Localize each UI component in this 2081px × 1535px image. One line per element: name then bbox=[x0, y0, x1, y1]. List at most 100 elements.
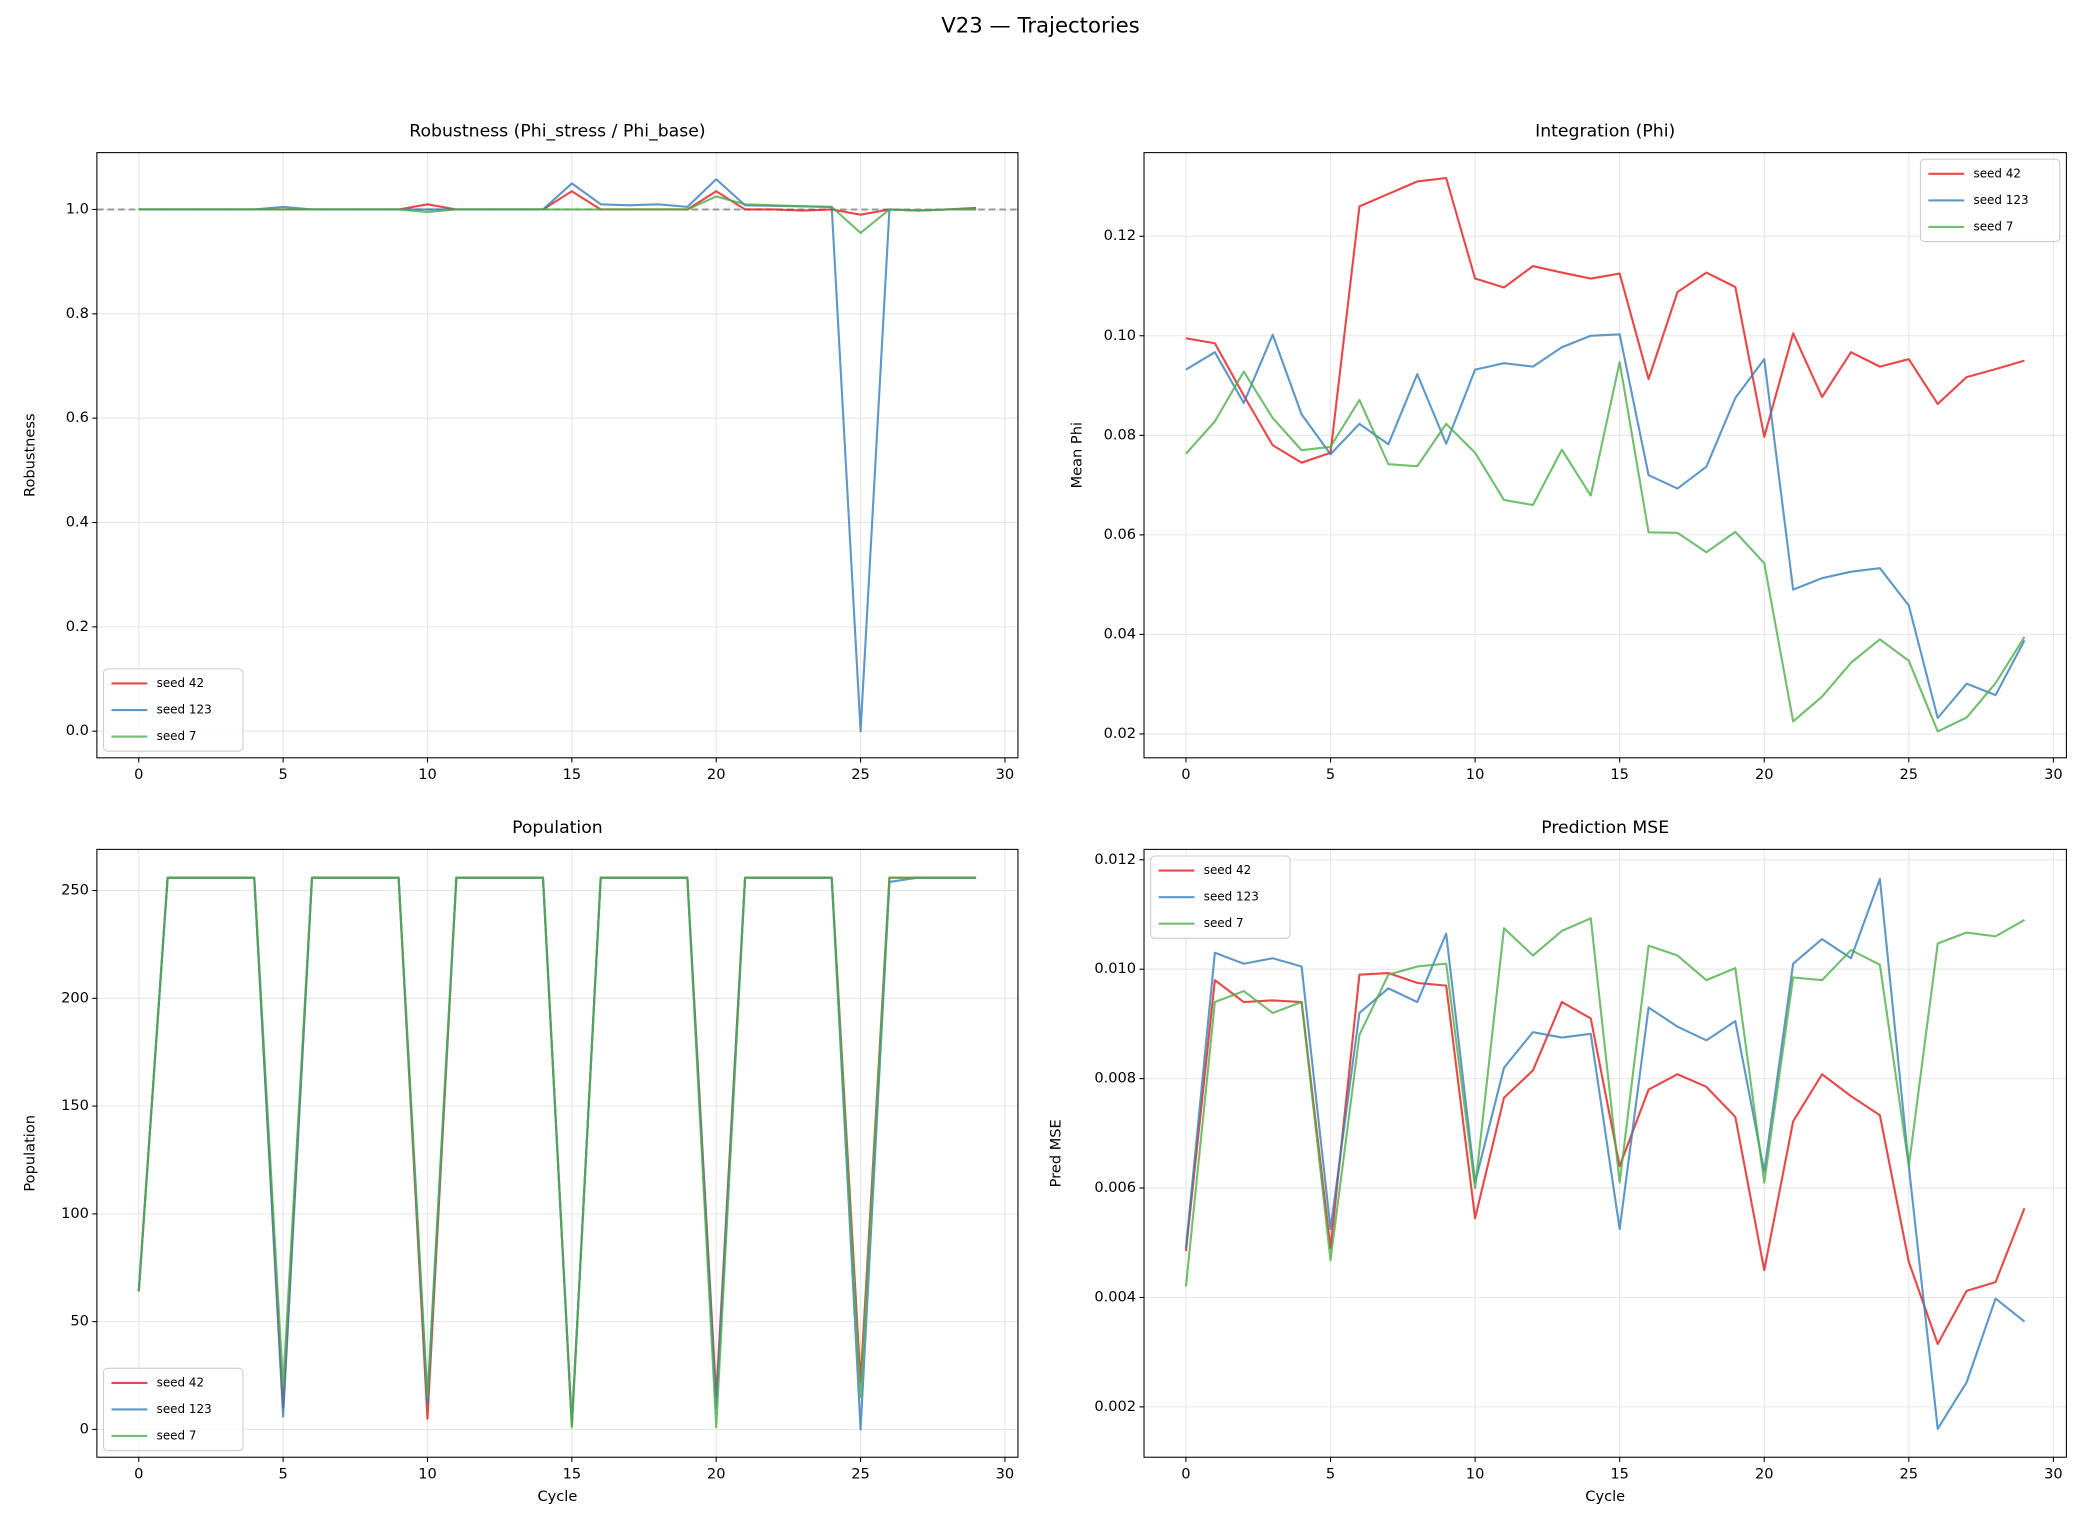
legend-label: seed 7 bbox=[157, 1428, 197, 1442]
y-tick-label: 0.010 bbox=[1094, 960, 1136, 977]
subplot-title: Population bbox=[512, 818, 603, 838]
x-tick-label: 0 bbox=[134, 1465, 143, 1482]
y-axis-label: Robustness bbox=[22, 413, 39, 497]
x-tick-label: 30 bbox=[996, 1465, 1015, 1482]
legend-label: seed 42 bbox=[1204, 863, 1251, 877]
y-tick-label: 0.6 bbox=[66, 409, 89, 426]
legend: seed 42 seed 123 seed 7 bbox=[1919, 158, 2061, 243]
x-tick-label: 15 bbox=[1610, 1465, 1629, 1482]
y-tick-label: 150 bbox=[61, 1097, 89, 1114]
legend-label: seed 7 bbox=[157, 729, 197, 743]
legend-box bbox=[102, 668, 244, 752]
legend-label: seed 123 bbox=[157, 703, 212, 717]
y-tick-label: 0.2 bbox=[66, 618, 89, 635]
series-line bbox=[138, 195, 977, 235]
legend-label: seed 123 bbox=[157, 1402, 212, 1416]
x-tick-label: 30 bbox=[996, 766, 1015, 783]
series-line bbox=[1185, 176, 2025, 464]
y-tick-label: 0.08 bbox=[1104, 426, 1136, 443]
series-line bbox=[137, 876, 977, 1429]
x-tick-label: 10 bbox=[1466, 1465, 1485, 1482]
legend-box bbox=[1150, 855, 1291, 939]
y-tick-label: 250 bbox=[61, 882, 89, 899]
legend-label: seed 42 bbox=[1973, 166, 2020, 180]
legend: seed 42 seed 123 seed 7 bbox=[1150, 855, 1291, 939]
x-tick-label: 10 bbox=[1466, 766, 1485, 783]
x-tick-label: 10 bbox=[418, 1465, 437, 1482]
x-tick-label: 20 bbox=[1755, 766, 1774, 783]
y-tick-label: 0.4 bbox=[66, 514, 89, 531]
x-tick-label: 5 bbox=[278, 1465, 287, 1482]
subplot-title: Integration (Phi) bbox=[1535, 121, 1675, 141]
x-tick-label: 20 bbox=[707, 766, 726, 783]
legend-label: seed 123 bbox=[1204, 890, 1259, 904]
y-tick-label: 0.012 bbox=[1094, 851, 1136, 868]
legend-box bbox=[1919, 158, 2061, 243]
y-tick-label: 0 bbox=[80, 1420, 89, 1437]
plot-frame bbox=[96, 152, 1019, 759]
legend-label: seed 123 bbox=[1973, 193, 2028, 207]
figure-title: V23 — Trajectories bbox=[941, 14, 1139, 39]
y-tick-label: 100 bbox=[61, 1205, 89, 1222]
y-tick-label: 0.0 bbox=[66, 722, 89, 739]
series-line bbox=[1184, 917, 2025, 1287]
subplot: 0 5 10 15 20 25 30 0 50 100 150 200 250 Population Pop… bbox=[22, 818, 1019, 1505]
series-line bbox=[138, 178, 977, 733]
x-tick-label: 5 bbox=[278, 766, 287, 783]
legend-label: seed 42 bbox=[157, 1375, 204, 1389]
series-line bbox=[1185, 361, 2026, 733]
x-axis-label: Cycle bbox=[537, 1488, 577, 1505]
x-axis-label: Cycle bbox=[1585, 1488, 1625, 1505]
x-tick-label: 30 bbox=[2044, 766, 2063, 783]
y-tick-label: 0.06 bbox=[1104, 526, 1136, 543]
x-tick-label: 0 bbox=[1181, 766, 1190, 783]
x-tick-label: 0 bbox=[134, 766, 143, 783]
x-tick-label: 10 bbox=[418, 766, 437, 783]
x-tick-label: 15 bbox=[1610, 766, 1629, 783]
y-tick-label: 0.02 bbox=[1104, 725, 1136, 742]
series-line bbox=[1184, 877, 2026, 1430]
y-axis-label: Population bbox=[22, 1115, 39, 1192]
x-tick-label: 30 bbox=[2044, 1465, 2063, 1482]
y-tick-label: 1.0 bbox=[66, 200, 89, 217]
y-tick-label: 0.004 bbox=[1094, 1288, 1136, 1305]
y-tick-label: 0.008 bbox=[1094, 1070, 1136, 1087]
x-tick-label: 15 bbox=[563, 766, 582, 783]
x-tick-label: 25 bbox=[851, 1465, 870, 1482]
x-tick-label: 5 bbox=[1326, 766, 1335, 783]
legend-label: seed 42 bbox=[157, 676, 204, 690]
y-tick-label: 0.002 bbox=[1094, 1398, 1136, 1415]
legend-label: seed 7 bbox=[1204, 916, 1244, 930]
x-tick-label: 25 bbox=[851, 766, 870, 783]
plot-frame bbox=[96, 848, 1019, 1458]
y-tick-label: 200 bbox=[61, 989, 89, 1006]
x-tick-label: 15 bbox=[563, 1465, 582, 1482]
y-axis-label: Pred MSE bbox=[1047, 1119, 1064, 1187]
subplot-title: Prediction MSE bbox=[1541, 818, 1669, 838]
legend: seed 42 seed 123 seed 7 bbox=[102, 668, 244, 752]
series-line bbox=[1184, 971, 2026, 1346]
y-tick-label: 0.04 bbox=[1104, 625, 1136, 642]
plot-frame bbox=[1143, 848, 2067, 1458]
x-tick-label: 25 bbox=[1900, 1465, 1919, 1482]
legend: seed 42 seed 123 seed 7 bbox=[102, 1367, 244, 1452]
y-tick-label: 0.10 bbox=[1104, 327, 1136, 344]
subplot: 0 5 10 15 20 25 30 0.002 0.004 0.006 0.008 0.010 0.0… bbox=[1047, 818, 2067, 1505]
x-tick-label: 25 bbox=[1900, 766, 1919, 783]
y-tick-label: 0.8 bbox=[66, 305, 89, 322]
y-axis-label: Mean Phi bbox=[1069, 422, 1086, 488]
x-tick-label: 20 bbox=[1755, 1465, 1774, 1482]
subplot-title: Robustness (Phi_stress / Phi_base) bbox=[409, 121, 705, 141]
x-tick-label: 5 bbox=[1326, 1465, 1335, 1482]
y-tick-label: 0.006 bbox=[1094, 1179, 1136, 1196]
subplot: 0 5 10 15 20 25 30 0.0 0.2 0.4 0.6 0.8 1.0 Robustness… bbox=[22, 121, 1019, 783]
legend-box bbox=[102, 1367, 244, 1452]
plot-frame bbox=[1143, 152, 2067, 759]
subplot: 0 5 10 15 20 25 30 0.02 0.04 0.06 0.08 0.10 0.12 Inte… bbox=[1069, 121, 2067, 783]
y-tick-label: 0.12 bbox=[1104, 227, 1136, 244]
legend-label: seed 7 bbox=[1973, 219, 2013, 233]
x-tick-label: 0 bbox=[1181, 1465, 1190, 1482]
x-tick-label: 20 bbox=[707, 1465, 726, 1482]
